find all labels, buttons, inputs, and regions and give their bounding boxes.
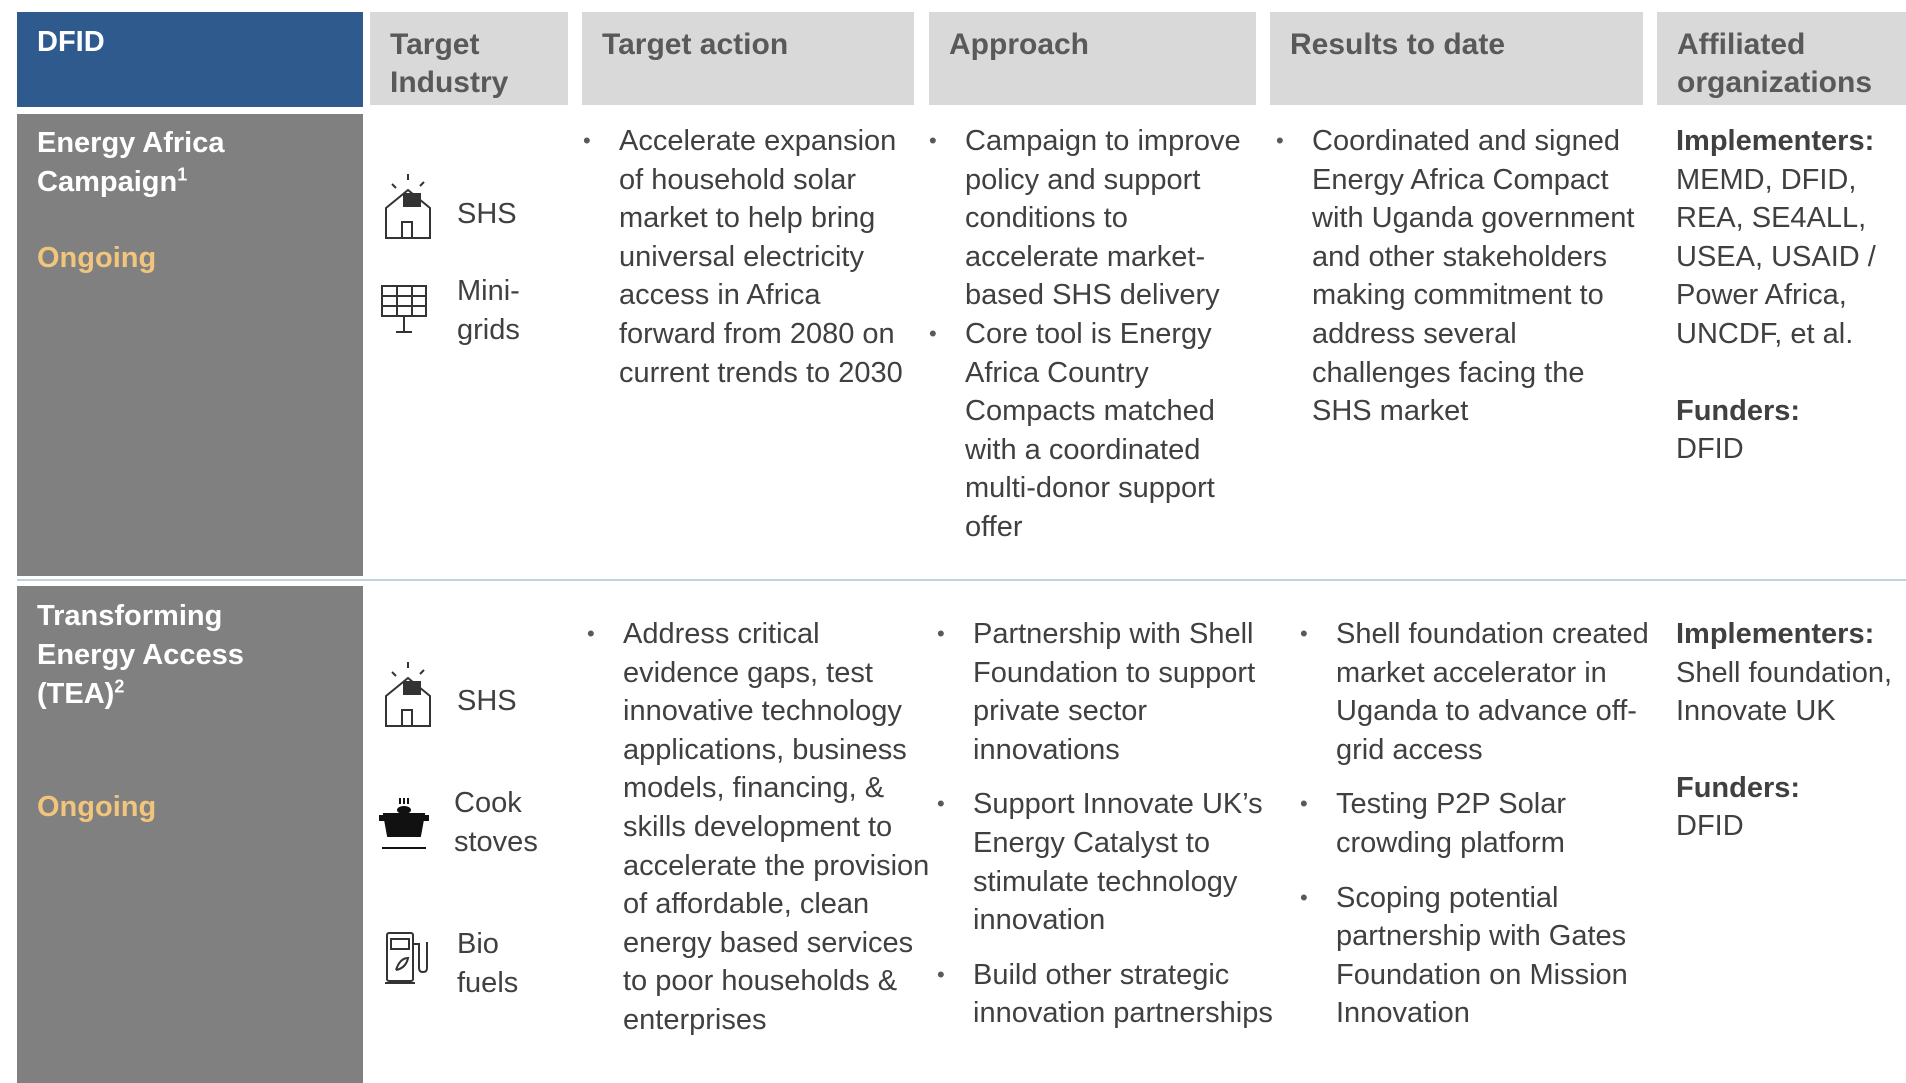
bullet-item: Testing P2P Solar crowding platform [1300, 785, 1664, 862]
affiliated-cell: Implementers: MEMD, DFID, REA, SE4ALL, U… [1676, 122, 1904, 469]
funders: DFID [1676, 433, 1744, 466]
column-header: Target action [582, 12, 914, 105]
row-divider [17, 579, 1906, 581]
column-header: Approach [929, 12, 1256, 105]
row-label-cell [17, 114, 363, 576]
program-title: Transforming Energy Access (TEA)2 [37, 597, 297, 714]
industry-label: SHS [457, 685, 517, 717]
program-title: Energy Africa Campaign1 [37, 124, 297, 202]
bullet-item: Support Innovate UK’s Energy Catalyst to… [937, 785, 1298, 939]
column-header: Target Industry [370, 12, 568, 105]
org-header: DFID [17, 12, 363, 107]
industry-label: SHS [457, 198, 517, 230]
industry-label: Mini-grids [457, 275, 520, 346]
bullet-list: Address critical evidence gaps, test inn… [587, 615, 941, 1040]
bullet-list: Campaign to improve policy and support c… [929, 122, 1265, 547]
program-name: Energy Africa Campaign [37, 127, 225, 198]
implementers-label: Implementers: [1676, 125, 1875, 157]
funders: DFID [1676, 810, 1744, 843]
bullet-item: Accelerate expansion of household solar … [583, 122, 919, 392]
footnote-marker: 2 [114, 676, 125, 697]
bullet-item: Scoping potential partnership with Gates… [1300, 879, 1664, 1033]
industry-label: Cook stoves [454, 787, 538, 858]
bullet-list: Accelerate expansion of household solar … [583, 122, 919, 392]
column-header: Affiliated organizations [1657, 12, 1906, 105]
house-solar-icon [385, 662, 431, 727]
cook-stove-icon [379, 798, 429, 849]
bullet-item: Coordinated and signed Energy Africa Com… [1276, 122, 1647, 431]
bullet-item: Core tool is Energy Africa Country Compa… [929, 315, 1265, 547]
bullet-item: Shell foundation created market accelera… [1300, 615, 1664, 769]
column-header: Results to date [1270, 12, 1643, 105]
implementers-label: Implementers: [1676, 618, 1875, 650]
row-label-cell [17, 586, 363, 1083]
footnote-marker: 1 [177, 164, 188, 185]
industry-label: Bio fuels [457, 928, 519, 999]
bullet-item: Campaign to improve policy and support c… [929, 122, 1265, 315]
funders-label: Funders: [1676, 394, 1801, 427]
implementers: Shell foundation, Innovate UK [1676, 656, 1893, 728]
implementers: MEMD, DFID, REA, SE4ALL, USEA, USAID / P… [1676, 163, 1876, 350]
bullet-list: Coordinated and signed Energy Africa Com… [1276, 122, 1647, 431]
affiliated-cell: Implementers: Shell foundation, Innovate… [1676, 615, 1904, 846]
program-name: Transforming Energy Access (TEA) [37, 600, 244, 710]
funders-label: Funders: [1676, 771, 1801, 804]
bullet-item: Partnership with Shell Foundation to sup… [937, 615, 1298, 769]
bullet-list: Partnership with Shell Foundation to sup… [937, 615, 1298, 1049]
bullet-item: Build other strategic innovation partner… [937, 956, 1298, 1033]
bullet-list: Shell foundation created market accelera… [1300, 615, 1664, 1049]
solar-panel-icon [381, 285, 427, 333]
fuel-pump-icon [385, 932, 428, 984]
status: Ongoing [37, 791, 157, 823]
bullet-item: Address critical evidence gaps, test inn… [587, 615, 941, 1040]
house-solar-icon [385, 174, 431, 239]
status: Ongoing [37, 242, 157, 274]
